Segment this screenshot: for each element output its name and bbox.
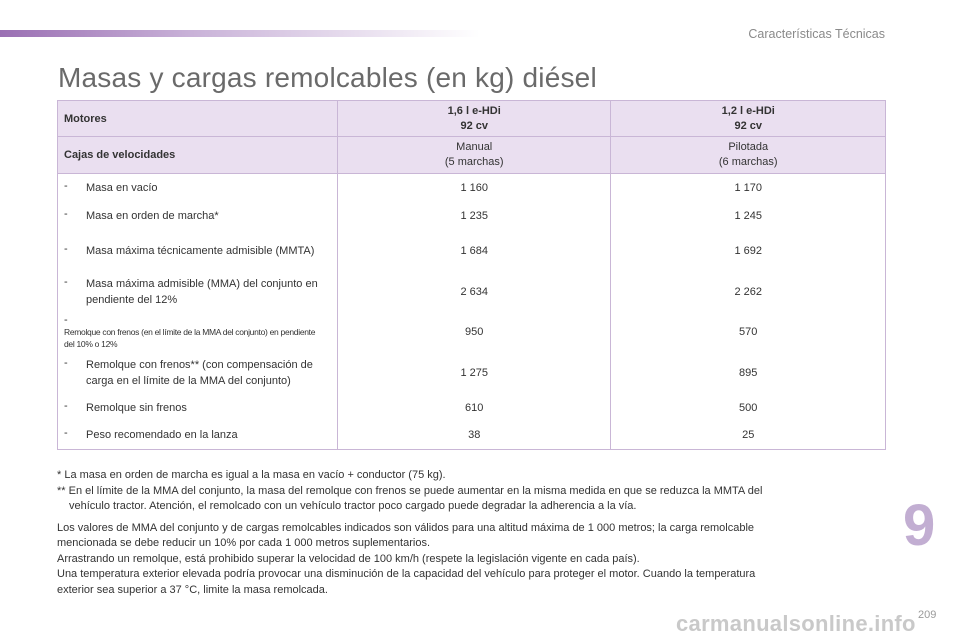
header-accent-bar <box>0 30 480 37</box>
row-label: - Masa máxima técnicamente admisible (MMT… <box>57 229 338 272</box>
page-number: 209 <box>918 609 937 621</box>
table-row: -Remolque con frenos (en el límite de la… <box>57 311 886 352</box>
row-value: 25 <box>610 421 886 450</box>
row-label: - Remolque con frenos** (con compensación… <box>57 351 338 394</box>
row-value: 1 170 <box>610 173 886 202</box>
paragraph-1-line-1: Los valores de MMA del conjunto y de car… <box>57 521 755 534</box>
row-dash: - <box>64 179 68 192</box>
row-dash: - <box>64 399 68 412</box>
row-label: - Masa en vacío <box>57 173 338 202</box>
row-label: - Remolque sin frenos <box>57 393 338 422</box>
row-dash: - <box>64 275 68 288</box>
table-row: - Masa máxima técnicamente admisible (MMT… <box>57 229 886 272</box>
paragraph-2: Arrastrando un remolque, está prohibido … <box>57 552 640 565</box>
table-row: - Remolque con frenos** (con compensación… <box>57 351 886 394</box>
footnote-2-line-2: vehículo tractor. Atención, el remolcado… <box>69 500 637 512</box>
engine-2: 1,2 l e-HDi 92 cv <box>610 100 886 137</box>
engines-label: Motores <box>57 100 338 137</box>
row-dash: - <box>64 207 68 220</box>
gearbox-2: Pilotada (6 marchas) <box>610 136 886 174</box>
row-label-text: Remolque con frenos** (con compensación … <box>86 358 313 387</box>
row-value: 950 <box>336 311 612 352</box>
paragraph-3-line-2: exterior sea superior a 37 °C, limite la… <box>57 583 328 596</box>
engine-1: 1,6 l e-HDi 92 cv <box>336 100 612 137</box>
table-row: - Remolque sin frenos 610 500 <box>57 393 886 422</box>
row-label: -Remolque con frenos (en el límite de la… <box>57 311 338 352</box>
gearbox-1: Manual (5 marchas) <box>336 136 612 174</box>
row-value: 1 160 <box>336 173 612 202</box>
engine-1-name: 1,6 l e-HDi <box>447 104 501 117</box>
watermark: carmanualsonline.info <box>676 611 916 636</box>
table-row: - Masa máxima admisible (MMA) del conjunt… <box>57 271 886 312</box>
row-label-text: Masa máxima admisible (MMA) del conjunto… <box>86 277 318 306</box>
table-row: - Masa en vacío 1 160 1 170 <box>57 173 886 202</box>
row-label-text: Masa máxima técnicamente admisible (MMTA… <box>86 244 315 257</box>
footnote-2-line-1: ** En el límite de la MMA del conjunto, … <box>57 484 763 497</box>
row-value: 1 245 <box>610 201 886 230</box>
engine-2-power: 92 cv <box>734 119 762 132</box>
row-value: 610 <box>336 393 612 422</box>
row-label: - Masa máxima admisible (MMA) del conjunt… <box>57 271 338 312</box>
gearbox-label: Cajas de velocidades <box>57 136 338 174</box>
notes: * La masa en orden de marcha es igual a … <box>57 468 857 598</box>
row-dash: - <box>64 242 68 255</box>
row-dash: - <box>64 427 68 440</box>
row-label: - Peso recomendado en la lanza <box>57 421 338 450</box>
gearbox-1-gears: (5 marchas) <box>444 156 504 168</box>
engine-1-power: 92 cv <box>460 119 488 132</box>
paragraph-3-line-1: Una temperatura exterior elevada podría … <box>57 568 756 580</box>
row-label: - Masa en orden de marcha* <box>57 201 338 230</box>
footnote-1: * La masa en orden de marcha es igual a … <box>57 469 446 481</box>
row-value: 570 <box>610 311 886 352</box>
row-value: 2 262 <box>610 271 886 312</box>
gearbox-2-gears: (6 marchas) <box>718 156 778 168</box>
row-dash: - <box>64 313 68 326</box>
engines-header-row: Motores 1,6 l e-HDi 92 cv 1,2 l e-HDi 92… <box>57 100 886 137</box>
table-row: - Peso recomendado en la lanza 38 25 <box>57 421 886 450</box>
row-value: 1 692 <box>610 229 886 272</box>
row-label-text: Remolque con frenos (en el límite de la … <box>64 326 316 349</box>
engine-2-name: 1,2 l e-HDi <box>721 104 775 117</box>
specs-table: Motores 1,6 l e-HDi 92 cv 1,2 l e-HDi 92… <box>57 100 886 450</box>
gearbox-2-type: Pilotada <box>728 141 769 153</box>
gearbox-1-type: Manual <box>456 141 493 153</box>
page-title: Masas y cargas remolcables (en kg) diése… <box>58 62 597 93</box>
paragraph-1-line-2: mencionada se debe reducir un 10% por ca… <box>57 537 431 549</box>
row-label-text: Masa en orden de marcha* <box>86 209 219 222</box>
chapter-number: 9 <box>903 493 936 558</box>
row-value: 1 275 <box>336 351 612 394</box>
row-value: 1 235 <box>336 201 612 230</box>
row-value: 38 <box>336 421 612 450</box>
section-title: Características Técnicas <box>748 27 885 41</box>
row-value: 500 <box>610 393 886 422</box>
row-label-text: Remolque sin frenos <box>86 401 187 414</box>
row-label-text: Masa en vacío <box>86 181 158 194</box>
row-dash: - <box>64 356 68 369</box>
table-row: - Masa en orden de marcha* 1 235 1 245 <box>57 201 886 230</box>
row-value: 895 <box>610 351 886 394</box>
gearbox-header-row: Cajas de velocidades Manual (5 marchas) … <box>57 136 886 174</box>
row-label-text: Peso recomendado en la lanza <box>86 429 238 442</box>
row-value: 2 634 <box>336 271 612 312</box>
row-value: 1 684 <box>336 229 612 272</box>
